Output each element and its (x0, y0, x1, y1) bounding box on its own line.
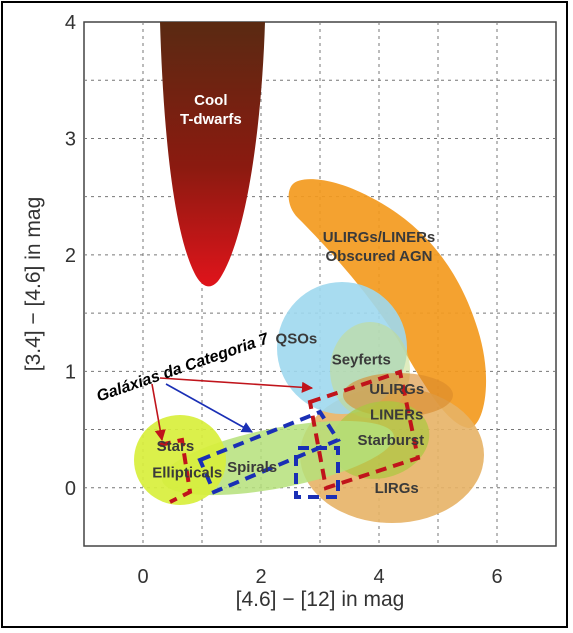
region-label-seyferts: Seyferts (332, 352, 391, 369)
y-tick-label: 0 (65, 478, 76, 500)
x-tick-label: 0 (137, 566, 148, 588)
y-tick-label: 4 (65, 12, 76, 34)
category-boxes (159, 369, 421, 504)
region-label-ellipticals: Ellipticals (152, 465, 222, 482)
region-label-starburst: Starburst (357, 432, 424, 449)
y-tick-labels: 0 1 2 3 4 (65, 12, 76, 500)
x-tick-label: 2 (255, 566, 266, 588)
region-label-cool-t-dwarfs: T-dwarfs (180, 111, 242, 128)
region-label-ulirgs-liners-obscured-agn: ULIRGs/LINERs (323, 229, 436, 246)
region-label-qsos: QSOs (276, 331, 318, 348)
arrow-to-blue-box (165, 383, 253, 433)
y-axis-label: [3.4] − [4.6] in mag (22, 197, 45, 372)
arrow-to-red-box (159, 377, 314, 393)
region-label-liners: LINERs (370, 406, 423, 423)
x-tick-label: 6 (491, 566, 502, 588)
region-labels: Cool T-dwarfs ULIRGs/LINERs Obscured AGN LIR… (152, 92, 435, 497)
region-label-cool-t-dwarfs: Cool (194, 92, 227, 109)
y-tick-label: 3 (65, 128, 76, 150)
x-tick-label: 4 (373, 566, 384, 588)
y-tick-label: 2 (65, 245, 76, 267)
annotation-arrows (151, 377, 314, 442)
x-axis-label: [4.6] − [12] in mag (236, 588, 405, 611)
region-label-stars: Stars (157, 438, 195, 455)
blue-dashed-box (197, 409, 341, 495)
region-cool-t-dwarfs (160, 22, 265, 287)
region-label-ulirgs: ULIRGs (369, 381, 424, 398)
region-label-spirals: Spirals (227, 459, 277, 476)
region-label-lirgs: LIRGs (375, 480, 419, 497)
region-label-ulirgs-liners-obscured-agn: Obscured AGN (326, 248, 433, 265)
arrow-to-stars (151, 383, 166, 442)
red-dashed-box (307, 369, 421, 491)
x-tick-labels: 0 2 4 6 (137, 566, 502, 588)
y-tick-label: 1 (65, 361, 76, 383)
blue-dashed-box-2 (294, 446, 340, 499)
